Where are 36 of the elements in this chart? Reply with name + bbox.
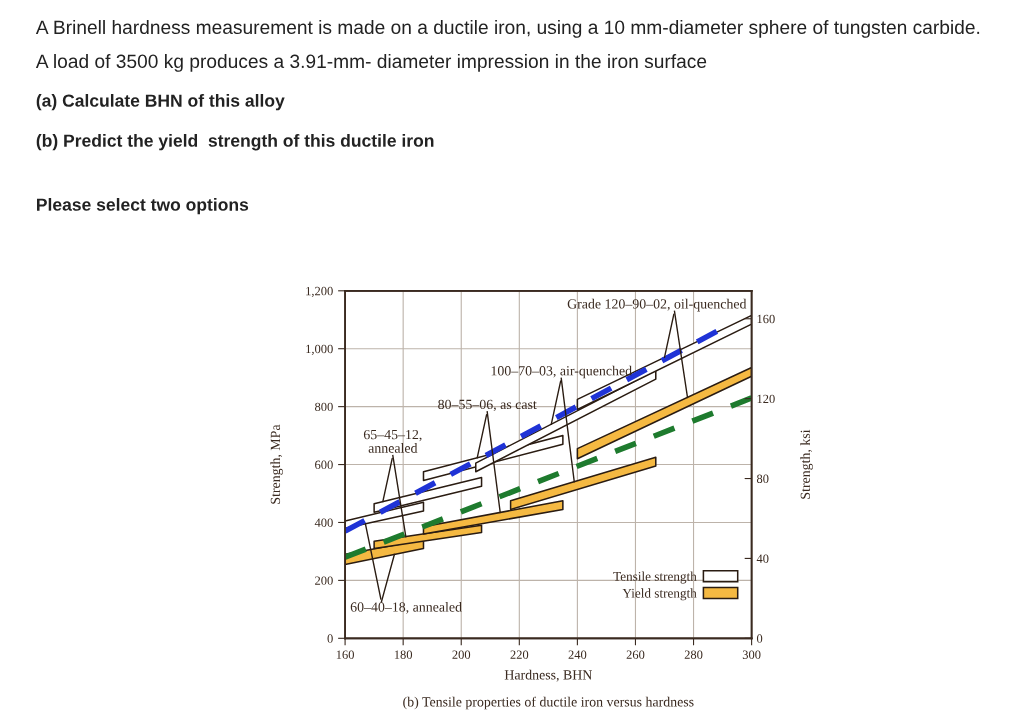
chart-title: A Brinell hardness measurement is made on a ductile iron, using a 10 mm-diameter sphere of tungsten carbide. — [35, 20, 980, 38]
y-tick-label: 200 — [315, 576, 333, 585]
x-tick-label: 280 — [684, 650, 703, 659]
y2-tick-label: 40 — [756, 554, 769, 563]
x-tick-label: 300 — [742, 650, 761, 659]
x-tick-label: 160 — [336, 650, 354, 659]
x-tick-label: 240 — [568, 650, 587, 659]
y-tick-label: 0 — [327, 634, 333, 643]
y2-tick-label: 120 — [757, 394, 775, 404]
y-tick-label: 400 — [314, 518, 333, 527]
x-tick-label: 260 — [626, 650, 645, 659]
chart-subtitle: A load of 3500 kg produces a 3.91-mm- diameter impression in the iron surface — [35, 54, 707, 72]
legend-label: Yield strength — [622, 588, 697, 601]
y2-tick-label: 0 — [756, 634, 763, 643]
annotation: 65–45–12, annealed — [363, 429, 422, 453]
annotation: 100–70–03, air-quenched — [491, 365, 632, 379]
text: (b) Tensile properties of ductile iron versus hardness — [403, 696, 694, 710]
annotation: 80–55–06, as cast — [438, 399, 537, 412]
legend-label: Tensile strength — [613, 571, 697, 584]
text: (a) Calculate BHN of this alloy — [36, 94, 285, 111]
y2-tick-label: 80 — [756, 474, 769, 483]
annotation: Grade 120–90–02, oil-quenched — [567, 298, 747, 312]
annotation: 60–40–18, annealed — [350, 601, 462, 614]
y-tick-label: 800 — [315, 402, 333, 412]
y-axis-title: Strength, MPa — [270, 424, 283, 504]
text: (b) Predict the yield strength of this ductile iron — [36, 134, 434, 151]
y2-tick-label: 160 — [757, 314, 775, 324]
y-tick-label: 1,200 — [306, 286, 333, 298]
x-tick-label: 220 — [510, 650, 529, 659]
y2-axis-title: Strength, ksi — [800, 429, 813, 499]
x-tick-label: 200 — [452, 650, 471, 659]
x-tick-label: 180 — [394, 650, 413, 659]
y-tick-label: 600 — [315, 460, 333, 470]
x-axis-title: Hardness, BHN — [504, 669, 593, 682]
text: Please select two options — [37, 198, 249, 215]
y-tick-label: 1,000 — [306, 344, 333, 355]
